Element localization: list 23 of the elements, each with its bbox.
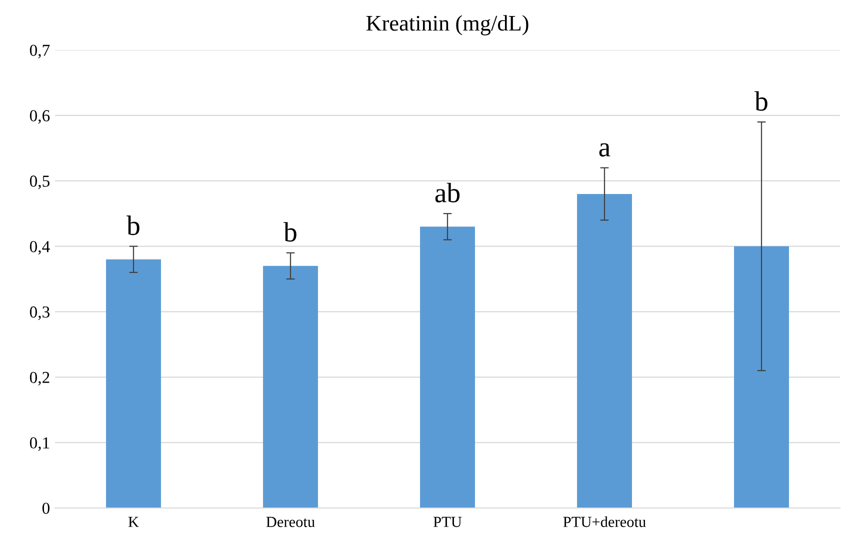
bar (263, 266, 318, 508)
y-tick-label: 0,3 (30, 306, 50, 320)
x-tick-label: K (128, 516, 139, 527)
y-tick-label: 0,2 (30, 372, 50, 386)
annotation: a (599, 143, 610, 157)
annotation: b (754, 91, 768, 111)
x-tick-label: PTU (434, 516, 462, 528)
y-tick-label: 0,4 (30, 240, 50, 255)
chart-title: Kreatinin (mg/dL) (366, 15, 528, 36)
bar (106, 259, 161, 508)
y-tick-label: 0 (42, 502, 50, 514)
annotation: b (284, 222, 296, 242)
y-tick-label: 0,1 (30, 437, 50, 451)
y-tick-label: 0,5 (30, 176, 50, 190)
y-tick-label: 0,7 (30, 44, 50, 58)
annotation: ab (435, 182, 460, 202)
y-tick-label: 0,6 (30, 110, 50, 124)
bar (577, 194, 632, 508)
x-tick-label: PTU+dereotu (563, 516, 646, 528)
x-tick-label: Dereotu (266, 516, 315, 528)
bar (734, 246, 789, 508)
bar (420, 226, 475, 508)
annotation: b (126, 216, 140, 236)
